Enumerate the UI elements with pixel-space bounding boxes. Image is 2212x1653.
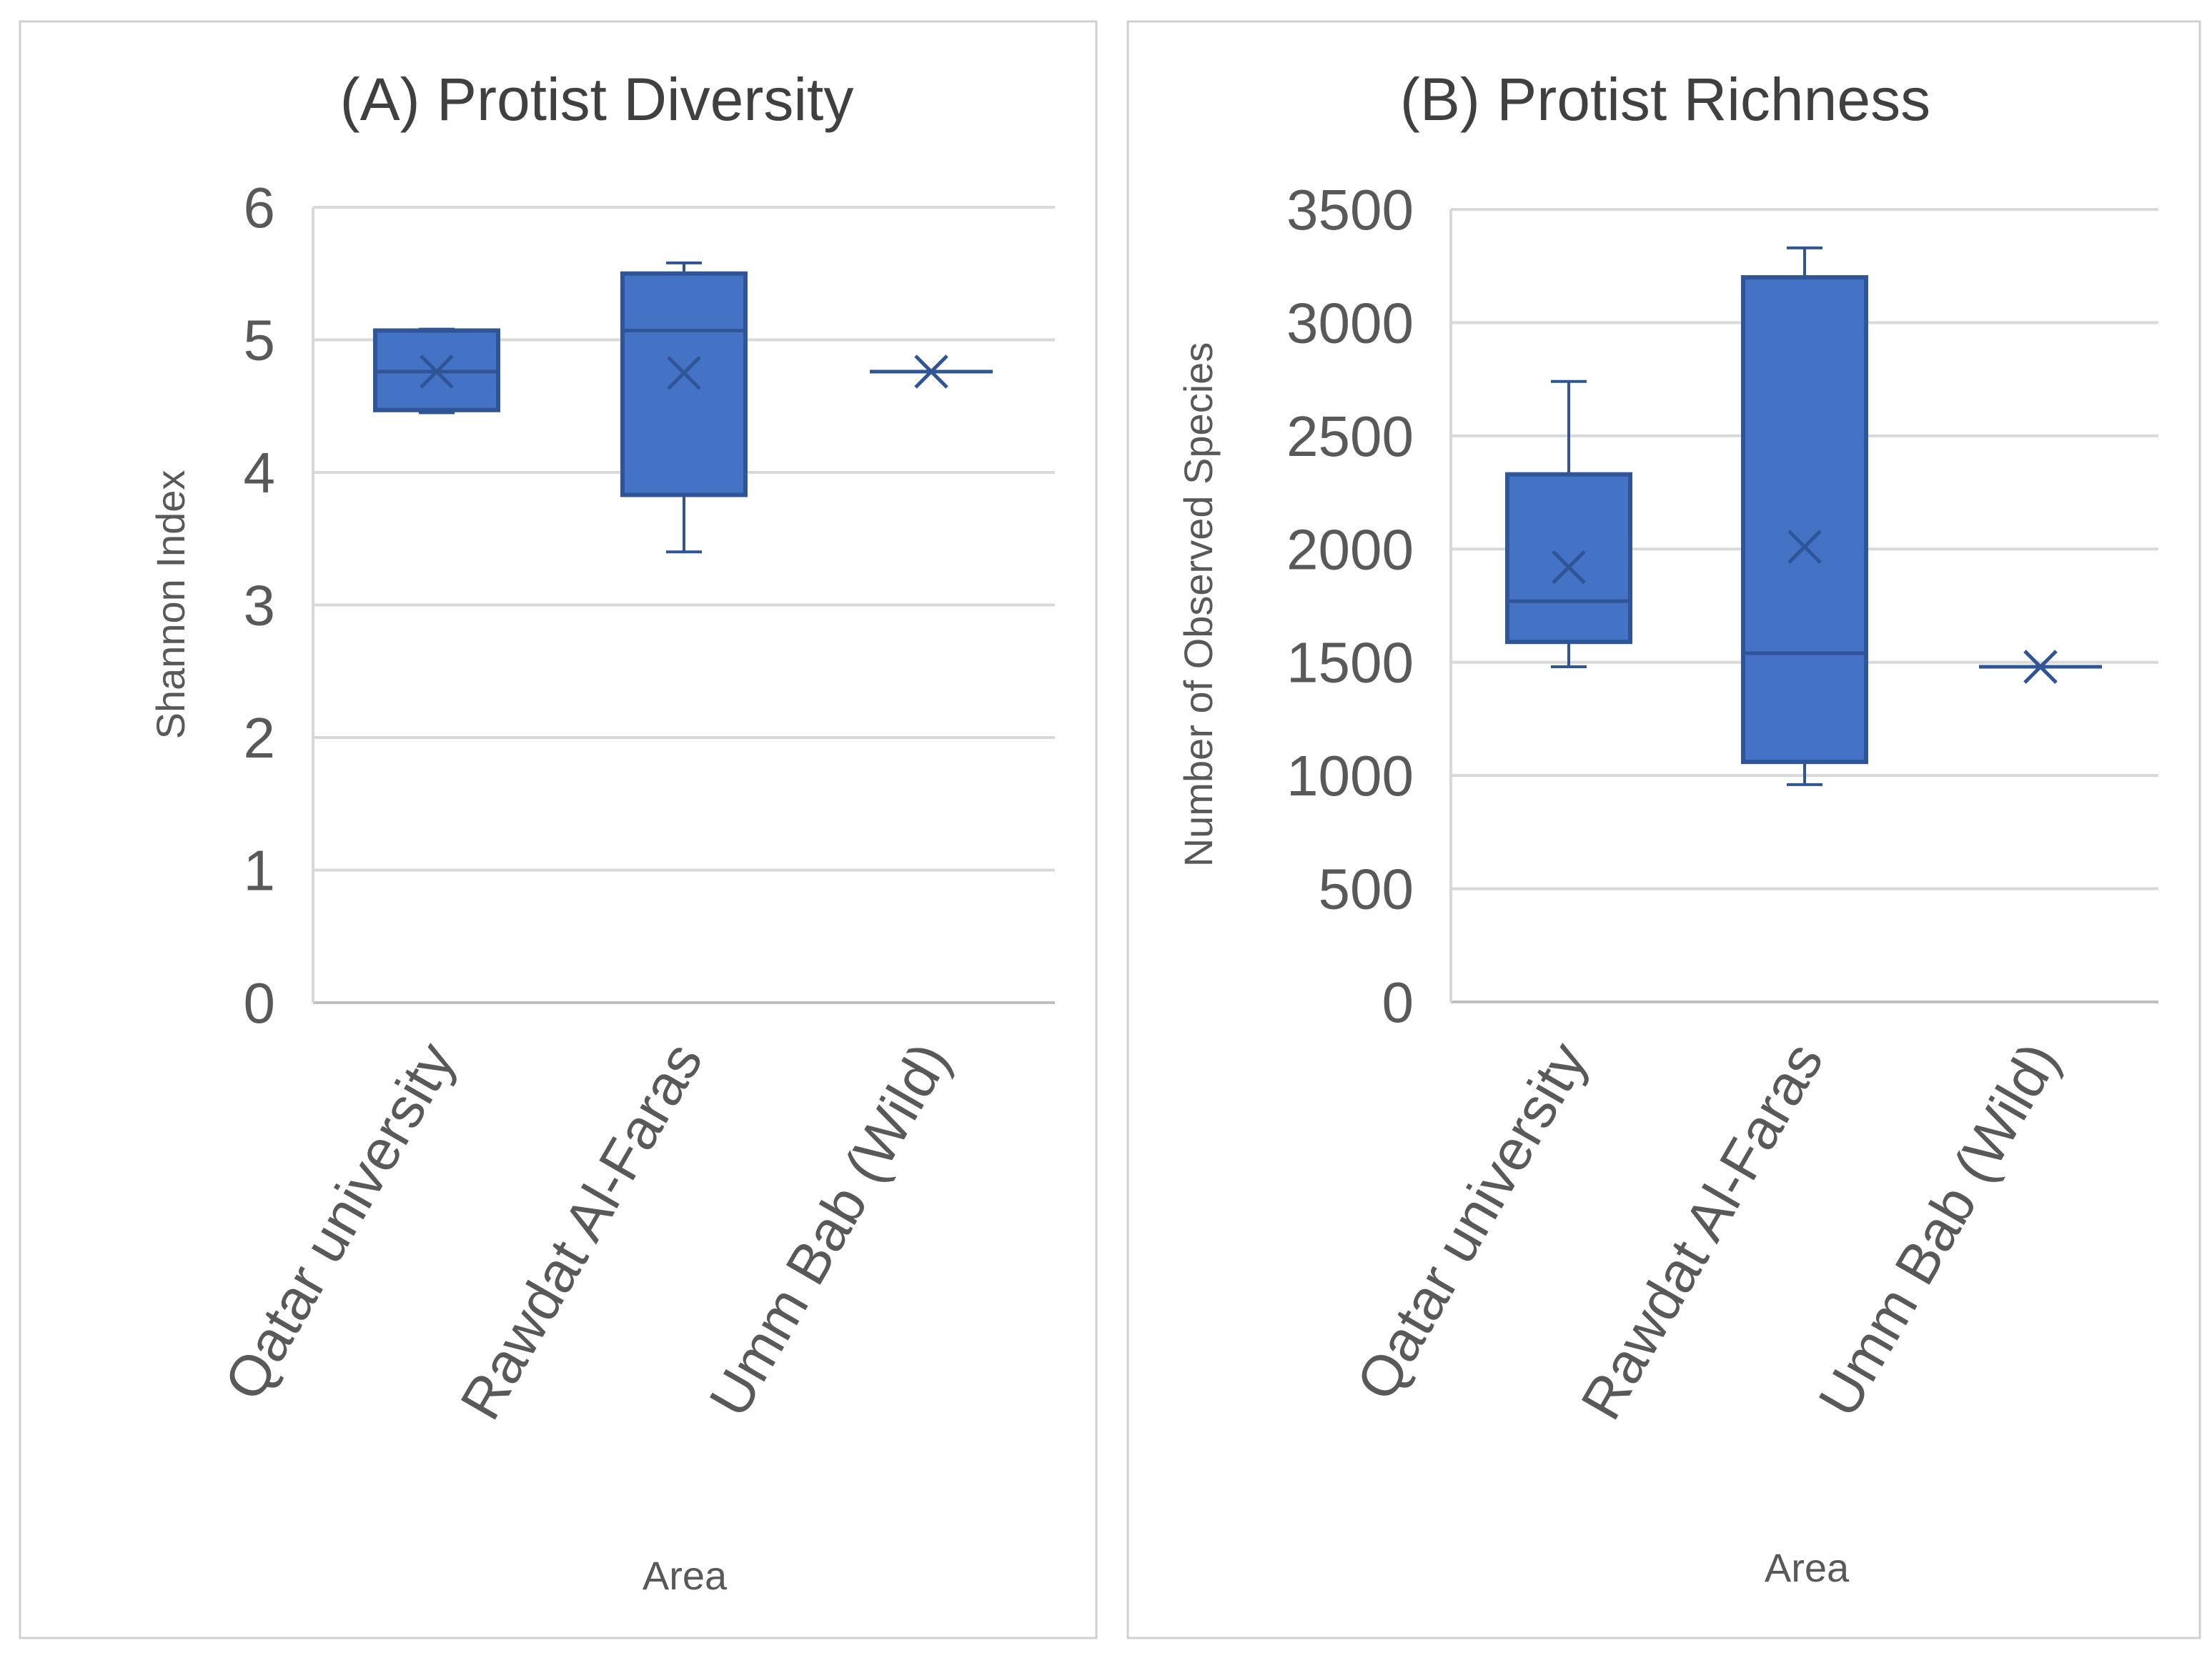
mean-marker-stroke — [420, 354, 454, 389]
mean-marker — [2023, 650, 2058, 684]
panel-a-y-axis-label: Shannon Index — [148, 470, 193, 740]
mean-marker — [667, 356, 701, 390]
y-tick-label: 500 — [1319, 858, 1414, 921]
y-tick-label: 1000 — [1286, 744, 1414, 808]
y-tick-label: 3500 — [1286, 178, 1414, 242]
y-tick-label: 1 — [244, 839, 276, 903]
panel-b-y-ticks: 0 500 1000 1500 2000 2500 3000 3500 — [1286, 178, 1414, 1034]
iqr-box — [1741, 275, 1868, 765]
y-tick-label: 6 — [244, 176, 276, 239]
panel-b-title: (B) Protist Richness — [1400, 66, 1930, 133]
mean-marker — [420, 354, 454, 389]
mean-marker — [914, 354, 948, 389]
y-tick-label: 0 — [244, 971, 276, 1035]
panel-a-title: (A) Protist Diversity — [340, 66, 854, 133]
box-plot-1 — [1505, 379, 1632, 669]
y-tick-label: 0 — [1382, 971, 1414, 1034]
box-plot-2 — [620, 261, 748, 554]
y-tick-label: 5 — [244, 309, 276, 372]
y-tick-label: 2500 — [1286, 404, 1414, 468]
iqr-box — [1505, 472, 1632, 645]
y-tick-label: 2 — [244, 706, 276, 770]
mean-marker-stroke — [1552, 550, 1586, 585]
mean-marker — [1787, 530, 1822, 564]
mean-marker — [1552, 550, 1586, 585]
panel-a-frame — [19, 20, 1098, 1639]
box-plot-3 — [1979, 650, 2102, 684]
panel-b-boxes — [1505, 246, 2102, 786]
mean-marker-stroke — [914, 354, 948, 389]
box-plot-3 — [870, 354, 993, 389]
panel-a-x-axis-label: Area — [643, 1553, 728, 1598]
panel-a-y-ticks: 0 1 2 3 4 5 6 — [244, 176, 276, 1035]
y-tick-label: 2000 — [1286, 517, 1414, 581]
y-tick-label: 3000 — [1286, 291, 1414, 354]
box-plot-1 — [373, 327, 500, 415]
panel-b: (B) Protist Richness 0 500 1000 1500 2000 250… — [1126, 20, 2201, 1639]
y-tick-label: 4 — [244, 441, 276, 505]
iqr-box — [620, 271, 748, 497]
mean-marker-stroke — [667, 356, 701, 390]
y-tick-label: 1500 — [1286, 631, 1414, 695]
panel-a-boxes — [373, 261, 993, 554]
panel-b-y-axis-label: Number of Observed Species — [1176, 342, 1221, 868]
panel-b-x-axis-label: Area — [1765, 1545, 1850, 1590]
mean-marker-stroke — [1787, 530, 1822, 564]
y-tick-label: 3 — [244, 574, 276, 637]
mean-marker-stroke — [2023, 650, 2058, 684]
box-plot-2 — [1741, 246, 1868, 786]
panel-b-frame — [1126, 20, 2201, 1639]
